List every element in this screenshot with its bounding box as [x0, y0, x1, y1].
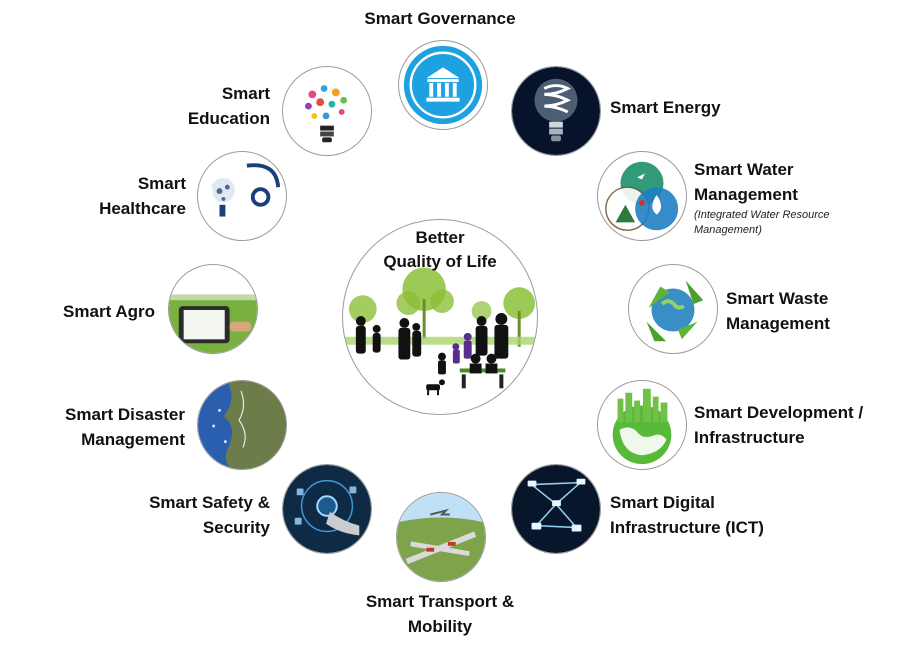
center-title-line2: Quality of Life	[383, 252, 497, 271]
better-quality-of-life-circle: Better Quality of Life	[342, 219, 538, 415]
satellite-map-icon	[198, 381, 286, 469]
smart-waste-management-label: Smart Waste Management	[726, 289, 830, 333]
security-touch-icon	[283, 465, 371, 553]
smart-digital-infrastructure-label: Smart Digital Infrastructure (ICT)	[610, 493, 764, 537]
bank-building-icon	[403, 45, 483, 125]
smart-education-label: Smart Education	[187, 84, 270, 128]
smart-agro-label: Smart Agro	[63, 302, 155, 321]
light-bulb-icon	[512, 67, 600, 155]
smart-transport-node	[396, 492, 486, 582]
smart-disaster-label: Smart Disaster Management	[64, 405, 185, 449]
smart-digital-infrastructure-node	[511, 464, 601, 554]
smart-healthcare-label: Smart Healthcare	[99, 174, 186, 218]
idea-bulb-icon	[283, 67, 371, 155]
center-title: Better Quality of Life	[343, 226, 537, 274]
people-park-illustration	[343, 267, 537, 396]
smart-healthcare-node	[197, 151, 287, 241]
smart-energy-label: Smart Energy	[610, 98, 721, 117]
green-city-globe-icon	[598, 381, 686, 469]
smart-governance-label: Smart Governance	[364, 9, 516, 28]
smart-water-management-label: Smart Water Management (Integrated Water…	[694, 160, 830, 236]
smart-safety-label: Smart Safety & Security	[149, 493, 270, 537]
smart-education-node	[282, 66, 372, 156]
tablet-field-icon	[169, 265, 257, 353]
smart-governance-node	[398, 40, 488, 130]
smart-water-management-node	[597, 151, 687, 241]
smart-safety-node	[282, 464, 372, 554]
smart-transport-label: Smart Transport & Mobility	[365, 592, 515, 636]
smart-waste-management-node	[628, 264, 718, 354]
water-drop-icon	[605, 161, 679, 231]
recycle-icon	[629, 265, 717, 353]
smart-agro-node	[168, 264, 258, 354]
smart-development-label: Smart Development / Infrastructure	[694, 403, 864, 447]
smart-development-node	[597, 380, 687, 470]
center-title-line1: Better	[415, 228, 465, 247]
smart-disaster-node	[197, 380, 287, 470]
smart-energy-node	[511, 66, 601, 156]
network-nodes-icon	[512, 465, 600, 553]
stethoscope-icon	[198, 152, 286, 240]
transport-city-icon	[397, 493, 485, 581]
